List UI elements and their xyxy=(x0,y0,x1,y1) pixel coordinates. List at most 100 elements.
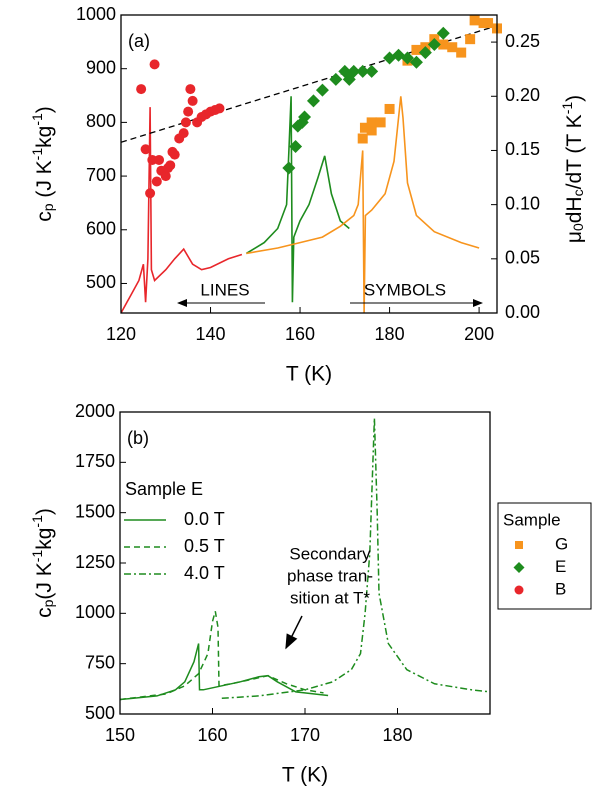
x-tick-label: 140 xyxy=(196,324,226,344)
marker-diamond xyxy=(400,51,414,65)
x-tick-label: 180 xyxy=(375,324,405,344)
x-tick-label: 160 xyxy=(285,324,315,344)
legend-label: 0.0 T xyxy=(184,509,225,529)
x-tick-label: 120 xyxy=(106,324,136,344)
legend-label: B xyxy=(555,579,566,598)
marker-circle xyxy=(183,106,194,117)
data-line xyxy=(120,643,329,701)
y2-tick-label: 0.10 xyxy=(505,193,540,213)
marker-square xyxy=(447,42,458,53)
y2-tick-label: 0.05 xyxy=(505,248,540,268)
axis-title-part: -1 xyxy=(29,550,45,563)
y-tick-label: 1000 xyxy=(76,4,116,24)
axis-title-part: p xyxy=(40,203,56,211)
axis-title-part: ) xyxy=(33,508,56,515)
x-tick-label: 180 xyxy=(382,725,412,745)
legend-diamond xyxy=(513,562,525,573)
marker-circle xyxy=(165,160,176,171)
plot-frame xyxy=(119,411,491,715)
marker-diamond xyxy=(329,72,343,86)
marker-diamond xyxy=(409,55,423,69)
data-line xyxy=(245,96,350,303)
x-tick-label: 200 xyxy=(464,324,494,344)
marker-square xyxy=(469,15,480,26)
y-tick-label: 2000 xyxy=(75,401,115,421)
data-line xyxy=(120,611,324,701)
marker-diamond xyxy=(365,64,379,78)
marker-square xyxy=(366,117,377,128)
legend-label: E xyxy=(555,557,566,576)
data-line xyxy=(246,96,480,313)
marker-diamond xyxy=(306,94,320,108)
marker-square xyxy=(366,125,377,136)
legend-box xyxy=(497,502,592,610)
legend-label: G xyxy=(555,534,568,553)
marker-square xyxy=(411,44,422,55)
marker-circle xyxy=(169,149,180,160)
marker-square xyxy=(483,18,494,29)
annotation: sition at T* xyxy=(290,588,370,607)
y2-tick-label: 0.00 xyxy=(505,302,540,322)
marker-circle xyxy=(151,176,162,187)
axis-title-part: (J K xyxy=(33,160,56,203)
arrow xyxy=(285,615,303,650)
data-line xyxy=(221,417,490,700)
y2-tick-label: 0.25 xyxy=(505,31,540,51)
marker-square xyxy=(375,117,386,128)
marker-diamond xyxy=(298,110,312,124)
marker-diamond xyxy=(347,64,361,78)
x-axis-title: T (K) xyxy=(282,764,328,787)
legend-label: 4.0 T xyxy=(184,563,225,583)
marker-diamond xyxy=(356,64,370,78)
marker-circle xyxy=(140,144,151,155)
marker-circle xyxy=(178,128,189,139)
annotation: SYMBOLS xyxy=(364,280,446,299)
marker-circle xyxy=(149,59,160,70)
y-tick-label: 750 xyxy=(85,652,115,672)
y-tick-label: 500 xyxy=(86,272,116,292)
marker-circle xyxy=(145,188,156,199)
marker-diamond xyxy=(436,26,450,40)
marker-square xyxy=(384,103,395,114)
y-tick-label: 600 xyxy=(86,219,116,239)
legend-title: Sample E xyxy=(125,479,203,499)
y-tick-label: 700 xyxy=(86,165,116,185)
plot-frame xyxy=(120,14,498,314)
axis-title-part: p xyxy=(40,599,56,607)
marker-diamond xyxy=(282,161,296,175)
marker-square xyxy=(359,122,370,133)
marker-diamond xyxy=(289,140,303,154)
marker-diamond xyxy=(427,38,441,52)
marker-diamond xyxy=(315,83,329,97)
marker-circle xyxy=(185,84,196,95)
annotation: LINES xyxy=(200,280,249,299)
marker-square xyxy=(438,39,449,50)
y2-tick-label: 0.20 xyxy=(505,85,540,105)
axis-title: μ0dHc/dT (T K-1) xyxy=(559,95,585,243)
legend-square xyxy=(515,541,523,549)
axis-title-part: c xyxy=(570,189,586,196)
y-tick-label: 1250 xyxy=(75,552,115,572)
marker-circle xyxy=(187,95,198,106)
axis-title-part: -1 xyxy=(29,148,45,161)
x-tick-label: 160 xyxy=(197,725,227,745)
marker-diamond xyxy=(418,46,432,60)
axis-title-part: kg xyxy=(33,528,56,550)
axis-title-part: /dT (T K xyxy=(563,114,586,189)
annotation: phase tran- xyxy=(287,566,373,585)
x-tick-label: 150 xyxy=(105,725,135,745)
marker-circle xyxy=(160,171,171,182)
axis-title: cp(J K-1kg-1) xyxy=(29,508,55,618)
marker-circle xyxy=(180,117,191,128)
marker-circle xyxy=(214,103,225,114)
legend-circle xyxy=(514,585,524,595)
y-tick-label: 1750 xyxy=(75,451,115,471)
y-tick-label: 500 xyxy=(85,703,115,723)
axis-title: cp (J K-1kg-1) xyxy=(29,106,55,222)
marker-square xyxy=(456,47,467,58)
y-tick-label: 800 xyxy=(86,111,116,131)
y-tick-label: 1500 xyxy=(75,501,115,521)
axis-title-part: -1 xyxy=(29,515,45,528)
legend-label: 0.5 T xyxy=(184,536,225,556)
